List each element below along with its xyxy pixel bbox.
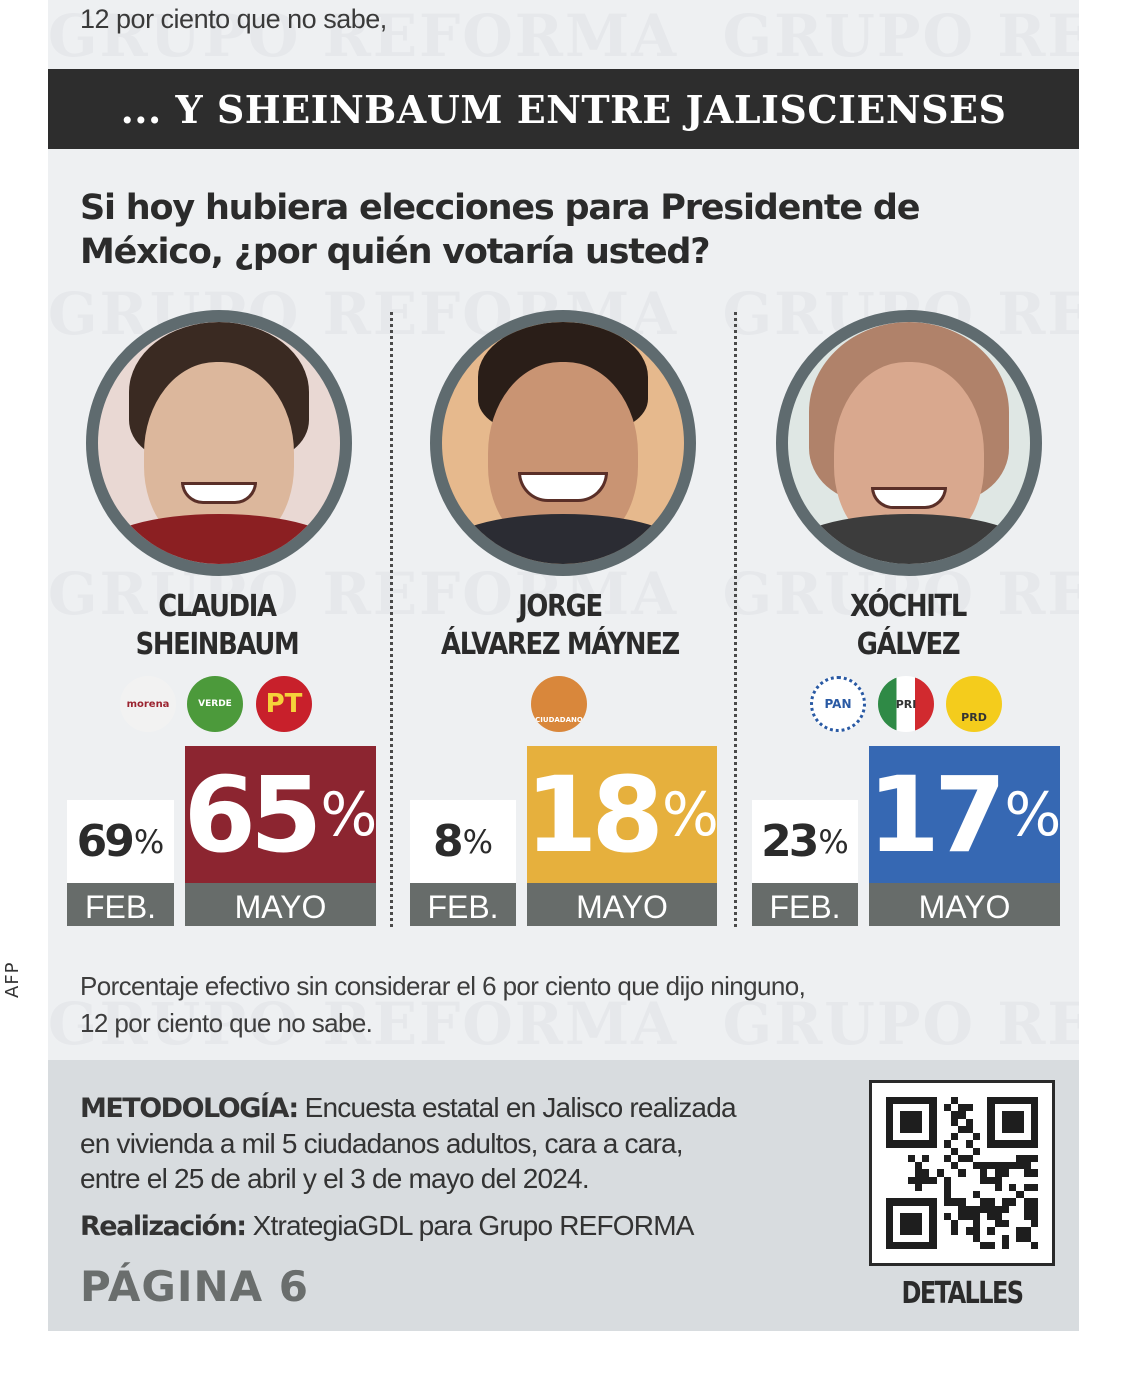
- prd-logo-icon: PRD: [946, 676, 1002, 732]
- column-divider: [734, 312, 737, 927]
- may-value-galvez: 17%: [868, 746, 1061, 883]
- page-reference: PÁGINA 6: [80, 1262, 310, 1311]
- feb-label: FEB.: [752, 883, 858, 926]
- feb-label: FEB.: [410, 883, 516, 926]
- candidate-name-alvarez-maynez: JORGE ÁLVAREZ MÁYNEZ: [441, 589, 680, 662]
- movimiento-ciudadano-logo-icon: CIUDADANO: [531, 676, 587, 732]
- previous-section-note: 12 por ciento que no sabe,: [80, 4, 387, 34]
- pri-logo-icon: PRI: [878, 676, 934, 732]
- feb-label: FEB.: [67, 883, 174, 926]
- feb-value-sheinbaum: 69%: [67, 800, 174, 883]
- pvem-logo-icon: VERDE: [187, 676, 243, 732]
- qr-label: DETALLES: [901, 1276, 1024, 1311]
- may-label: MAYO: [869, 883, 1060, 926]
- feb-value-alvarez-maynez: 8%: [410, 800, 516, 883]
- section-title: ... Y SHEINBAUM ENTRE JALISCIENSES: [120, 86, 1007, 132]
- column-divider: [390, 312, 393, 927]
- may-value-sheinbaum: 65%: [184, 746, 377, 883]
- qr-code-icon: [886, 1097, 1038, 1249]
- candidate-photo-alvarez-maynez: [430, 310, 696, 576]
- realizacion-credit: Realización: XtrategiaGDL para Grupo REF…: [80, 1210, 694, 1242]
- methodology-text: METODOLOGÍA: Encuesta estatal en Jalisco…: [80, 1092, 737, 1194]
- qr-code[interactable]: [869, 1080, 1055, 1266]
- pt-logo-icon: PT: [256, 676, 312, 732]
- candidate-photo-galvez: [776, 310, 1042, 576]
- photo-credit: AFP: [2, 961, 23, 998]
- may-value-alvarez-maynez: 18%: [525, 746, 719, 883]
- section-header: ... Y SHEINBAUM ENTRE JALISCIENSES: [48, 69, 1079, 149]
- pan-logo-icon: PAN: [810, 676, 866, 732]
- may-label: MAYO: [185, 883, 376, 926]
- morena-logo-icon: morena: [120, 676, 176, 732]
- candidate-photo-sheinbaum: [86, 310, 352, 576]
- candidate-name-galvez: XÓCHITL GÁLVEZ: [849, 589, 967, 662]
- footnote: Porcentaje efectivo sin considerar el 6 …: [80, 971, 806, 1038]
- realizacion-label: Realización:: [80, 1211, 247, 1242]
- survey-question: Si hoy hubiera elecciones para President…: [80, 188, 920, 272]
- methodology-label: METODOLOGÍA:: [80, 1093, 299, 1124]
- candidate-name-sheinbaum: CLAUDIA SHEINBAUM: [135, 589, 300, 662]
- feb-value-galvez: 23%: [752, 800, 858, 883]
- may-label: MAYO: [527, 883, 717, 926]
